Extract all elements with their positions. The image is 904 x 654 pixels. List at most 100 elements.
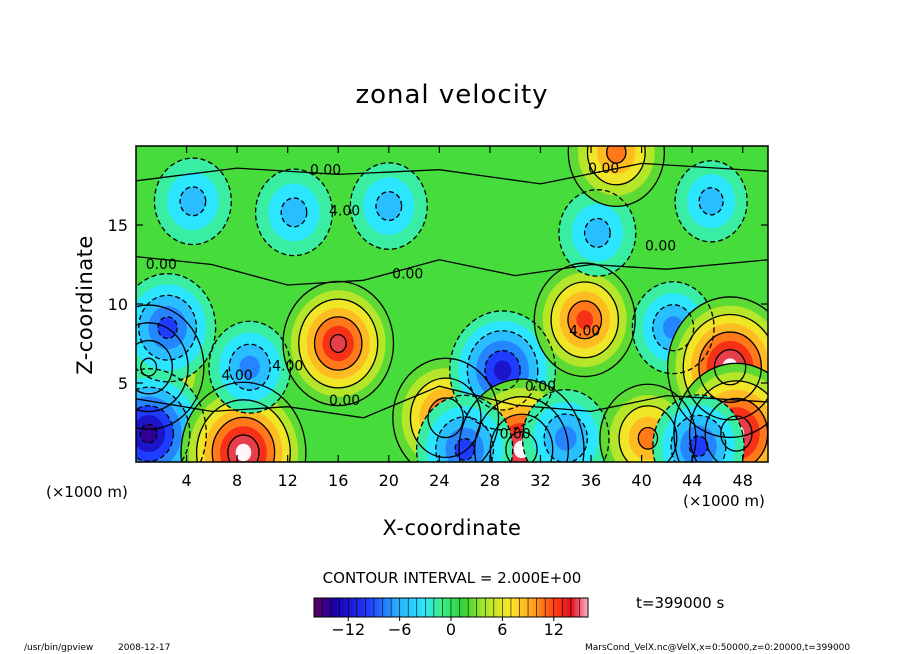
contour-line [136, 304, 205, 430]
velocity-level [689, 435, 708, 457]
contour-line [392, 357, 500, 462]
velocity-cell [255, 169, 333, 256]
contour-line [618, 405, 678, 462]
velocity-level [699, 187, 724, 215]
contour-line [698, 187, 724, 216]
x-tick-label: 20 [379, 471, 399, 490]
footer-date: 2008-12-17 [118, 643, 170, 653]
contour-line [667, 296, 768, 439]
y-tick-label: 10 [108, 295, 128, 314]
contour-label: 0.00 [645, 238, 676, 254]
velocity-cell [350, 162, 428, 250]
contour-line [179, 186, 207, 217]
contour-line [688, 380, 768, 462]
contour-label: 0.00 [392, 267, 423, 283]
contour-line [435, 416, 495, 462]
contour-label: 4.00 [569, 324, 600, 340]
colorbar-tick-label: 6 [497, 620, 507, 639]
contour-line [543, 413, 589, 462]
velocity-level [180, 186, 206, 216]
x-tick-label: 12 [278, 471, 298, 490]
contour-line [298, 298, 379, 389]
contour-line [652, 394, 745, 462]
contour-line [688, 435, 709, 458]
contour-line [157, 316, 178, 340]
colorbar-tick-label: 12 [544, 620, 564, 639]
velocity-cell [154, 158, 232, 245]
contour-line [349, 162, 428, 250]
contour-line [583, 217, 611, 248]
contour-label: 0.00 [146, 257, 177, 273]
contour-line [136, 273, 217, 383]
footer-program: /usr/bin/gpview [24, 643, 93, 653]
colorbar-cell-lines [322, 598, 580, 617]
contour-line [409, 377, 482, 459]
contour-line [449, 310, 557, 431]
x-axis-label: X-coordinate [383, 516, 522, 540]
y-tick-label: 15 [108, 216, 128, 235]
x-tick-label: 36 [581, 471, 601, 490]
contour-line [674, 160, 748, 243]
contour-line [698, 331, 762, 403]
x-unit-label-left: (×1000 m) [46, 483, 128, 501]
contour-label: 0.00 [310, 162, 341, 178]
contour-label: 4.00 [222, 368, 253, 384]
contour-line [138, 294, 198, 361]
velocity-cell [675, 160, 748, 242]
colorbar-tick-label: −6 [388, 620, 412, 639]
contour-line [375, 190, 403, 222]
velocity-cell [558, 189, 636, 277]
contour-line [489, 413, 554, 462]
contour-line [567, 300, 603, 340]
y-axis-ticks: 5 10 15 [108, 216, 768, 393]
footer-source: MarsCond_VelX.nc@VelX,x=0:50000,z=0:2000… [585, 643, 850, 653]
colorbar-ticks: −12 −6 0 6 12 [331, 617, 564, 639]
contour-interval-text: CONTOUR INTERVAL = 2.000E+00 [323, 569, 582, 587]
contour-line [136, 339, 173, 395]
contour-line [227, 434, 260, 462]
contour-label: 0.00 [525, 379, 556, 395]
contour-line [454, 437, 475, 461]
contour-line [254, 168, 334, 257]
velocity-cell [534, 263, 636, 377]
contour-line [586, 146, 646, 186]
velocity-level [281, 197, 307, 227]
contour-line [550, 281, 619, 359]
contour-line [153, 157, 232, 246]
contour-line [505, 431, 538, 462]
x-tick-label: 32 [530, 471, 550, 490]
velocity-level [239, 355, 260, 379]
velocity-level [584, 218, 611, 248]
zero-contour-line [136, 162, 768, 185]
contour-line [720, 415, 753, 452]
x-tick-label: 44 [682, 471, 702, 490]
zero-contour-line [136, 255, 768, 286]
contour-line [180, 381, 307, 462]
zero-contour-line [136, 385, 768, 419]
x-unit-label-right: (×1000 m) [683, 492, 765, 510]
velocity-cell [416, 395, 513, 462]
contour-line [670, 414, 727, 462]
colorbar: −12 −6 0 6 12 [313, 597, 589, 639]
contour-line [606, 146, 627, 164]
contour-line [533, 262, 636, 378]
contour-line [458, 378, 585, 462]
colorbar-tick-label: 0 [446, 620, 456, 639]
contour-line [652, 304, 695, 352]
velocity-cell [208, 321, 291, 414]
x-tick-label: 40 [631, 471, 651, 490]
contour-label: 0.00 [329, 393, 360, 409]
x-tick-label: 16 [328, 471, 348, 490]
velocity-cell [568, 146, 665, 207]
contour-label: 4.00 [272, 358, 303, 374]
contour-line [313, 316, 363, 371]
x-tick-label: 48 [733, 471, 753, 490]
contour-line [329, 333, 347, 354]
y-axis-label: Z-coordinate [73, 235, 97, 375]
x-tick-label: 4 [181, 471, 191, 490]
velocity-level [606, 146, 626, 164]
contour-line [521, 389, 610, 462]
contour-lines [136, 146, 768, 462]
contour-line [599, 383, 697, 462]
